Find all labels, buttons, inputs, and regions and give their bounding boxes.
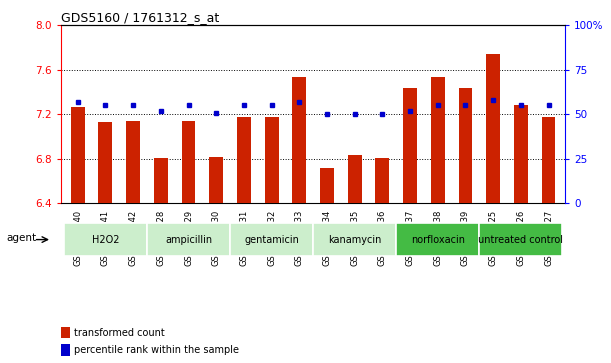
- Text: ampicillin: ampicillin: [165, 234, 212, 245]
- Bar: [486, 54, 500, 203]
- Text: norfloxacin: norfloxacin: [411, 234, 465, 245]
- Bar: [126, 121, 140, 203]
- Bar: [320, 168, 334, 203]
- Text: transformed count: transformed count: [74, 327, 165, 338]
- Bar: [147, 223, 230, 256]
- Bar: [541, 117, 555, 203]
- Bar: [293, 77, 306, 203]
- Bar: [230, 223, 313, 256]
- Text: untreated control: untreated control: [478, 234, 563, 245]
- Bar: [154, 158, 168, 203]
- Bar: [237, 117, 251, 203]
- Bar: [458, 87, 472, 203]
- Bar: [348, 155, 362, 203]
- Bar: [64, 223, 147, 256]
- Bar: [210, 156, 223, 203]
- Text: H2O2: H2O2: [92, 234, 119, 245]
- Bar: [396, 223, 479, 256]
- Bar: [61, 344, 70, 356]
- Text: percentile rank within the sample: percentile rank within the sample: [74, 345, 239, 355]
- Bar: [514, 105, 528, 203]
- Bar: [98, 122, 112, 203]
- Bar: [181, 121, 196, 203]
- Bar: [431, 77, 445, 203]
- Bar: [313, 223, 396, 256]
- Bar: [265, 117, 279, 203]
- Text: kanamycin: kanamycin: [328, 234, 381, 245]
- Bar: [375, 158, 389, 203]
- Text: GDS5160 / 1761312_s_at: GDS5160 / 1761312_s_at: [61, 11, 219, 24]
- Bar: [71, 107, 85, 203]
- Bar: [61, 327, 70, 338]
- Bar: [479, 223, 562, 256]
- Text: gentamicin: gentamicin: [244, 234, 299, 245]
- Text: agent: agent: [6, 233, 36, 243]
- Bar: [403, 87, 417, 203]
